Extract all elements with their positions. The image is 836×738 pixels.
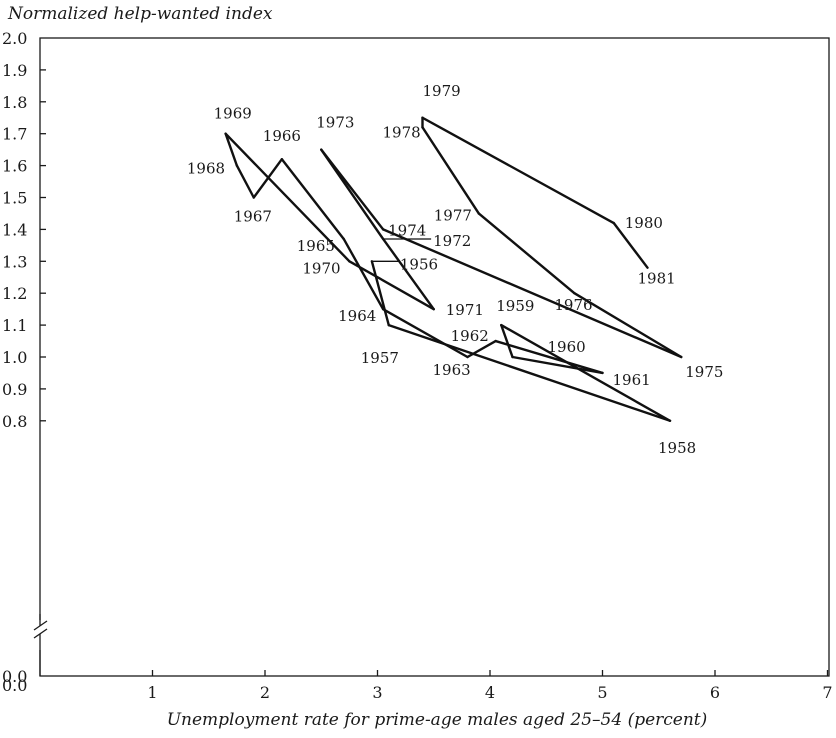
- segment-1977-1978: [421, 126, 480, 215]
- y-tick-label: 1.9: [2, 61, 27, 80]
- segment-1980-1981: [612, 221, 649, 269]
- year-label-1965: 1965: [297, 237, 335, 255]
- year-label-1969: 1969: [214, 105, 252, 123]
- x-tick-label: 7: [822, 683, 832, 702]
- y-tick-label: 1.1: [2, 316, 27, 335]
- year-label-1980: 1980: [625, 214, 663, 232]
- year-label-1977: 1977: [434, 206, 472, 224]
- year-label-1971: 1971: [446, 301, 484, 319]
- x-tick-label: 1: [147, 683, 157, 702]
- segment-1963-1964: [381, 307, 469, 359]
- year-label-1972: 1972: [433, 232, 471, 250]
- year-label-1961: 1961: [613, 371, 651, 389]
- segment-1965-1966: [280, 158, 345, 241]
- year-label-1964: 1964: [338, 307, 376, 325]
- year-label-1966: 1966: [263, 127, 301, 145]
- segment-1973-1974: [320, 148, 385, 231]
- segment-1964-1965: [342, 237, 385, 311]
- year-label-1958: 1958: [658, 439, 696, 457]
- segment-1969-1970: [224, 132, 351, 263]
- x-axis-title: Unemployment rate for prime-age males ag…: [167, 710, 708, 730]
- segment-1976-1977: [477, 212, 576, 295]
- segment-1979-1980: [421, 116, 615, 225]
- segment-1974-1975: [381, 228, 683, 359]
- origin-label: 0.0: [2, 676, 27, 695]
- plot-frame: [39, 37, 830, 677]
- segment-1958-1959: [500, 323, 672, 422]
- year-label-1959: 1959: [496, 297, 534, 315]
- year-label-1976: 1976: [554, 296, 592, 314]
- year-label-1957: 1957: [361, 349, 399, 367]
- year-label-1960: 1960: [548, 338, 586, 356]
- y-tick-label: 1.5: [2, 189, 27, 208]
- y-axis-break: [33, 614, 48, 676]
- segment-1956-1957: [370, 260, 390, 327]
- x-axis: 1 2 3 4 5 6 7 0.0: [2, 670, 833, 702]
- segment-1970-1971: [348, 260, 435, 311]
- y-axis-title: Normalized help-wanted index: [7, 4, 273, 24]
- y-tick-label: 1.8: [2, 93, 27, 112]
- x-tick-label: 5: [597, 683, 607, 702]
- year-label-1975: 1975: [685, 363, 723, 381]
- y-tick-label: 0.8: [2, 412, 27, 431]
- year-label-1970: 1970: [302, 259, 340, 277]
- segment-1975-1976: [573, 292, 683, 359]
- year-label-1956: 1956: [400, 255, 438, 273]
- segment-1962-1963: [466, 339, 497, 359]
- year-label-1963: 1963: [433, 361, 471, 379]
- y-axis: 0.0 0.8 0.9 1.0 1.1 1.2 1.3 1.4 1.5 1.6 1.7 1.8 1.9 2…: [2, 29, 46, 686]
- segment-1971-1972: [381, 237, 435, 311]
- x-tick-label: 4: [485, 683, 495, 702]
- y-tick-label: 0.0: [2, 667, 27, 686]
- segment-1968-1969: [224, 132, 239, 167]
- y-tick-label: 1.2: [2, 284, 27, 303]
- year-label-1979: 1979: [423, 82, 461, 100]
- y-tick-label: 1.3: [2, 252, 27, 271]
- year-label-1962: 1962: [451, 327, 489, 345]
- year-labels: 1956 1957 1958 1959 1960 1961 1962 1963 1964 1965…: [187, 82, 724, 457]
- x-tick-label: 6: [710, 683, 720, 702]
- year-label-1978: 1978: [383, 123, 421, 141]
- segment-1960-1961: [511, 355, 604, 375]
- data-series: [224, 116, 683, 422]
- y-tick-label: 1.7: [2, 125, 27, 144]
- segment-1967-1968: [235, 164, 255, 199]
- y-tick-label: 0.9: [2, 380, 27, 399]
- segment-1959-1960: [500, 323, 514, 359]
- x-tick-label: 2: [260, 683, 270, 702]
- segment-1961-1962: [494, 339, 604, 375]
- x-tick-label: 3: [372, 683, 382, 702]
- year-label-1974: 1974: [388, 221, 426, 239]
- year-label-1973: 1973: [316, 114, 354, 132]
- year-label-1968: 1968: [187, 160, 225, 178]
- y-tick-label: 2.0: [2, 29, 27, 48]
- year-label-1981: 1981: [638, 270, 676, 288]
- y-tick-label: 1.0: [2, 348, 27, 367]
- y-tick-label: 1.4: [2, 220, 27, 239]
- segment-1957-1958: [387, 323, 672, 422]
- y-tick-label: 1.6: [2, 157, 27, 176]
- year-label-1967: 1967: [234, 208, 272, 226]
